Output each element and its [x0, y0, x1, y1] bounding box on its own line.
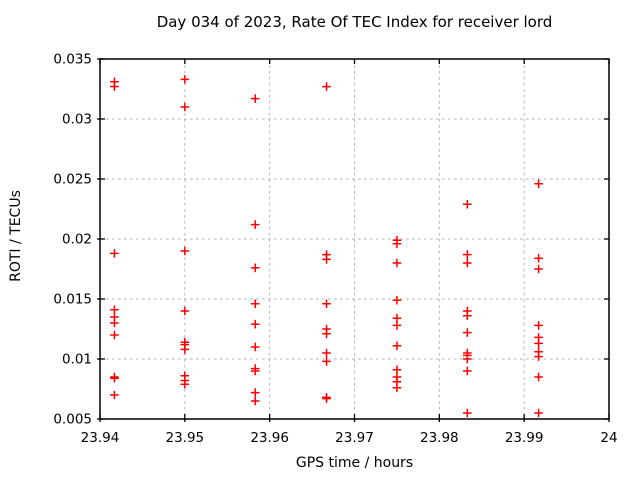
- data-point-marker: [534, 264, 543, 274]
- data-point-marker: [322, 255, 331, 264]
- data-point-marker: [110, 330, 119, 340]
- data-point-marker: [463, 311, 472, 321]
- y-tick-label: 0.035: [53, 52, 92, 68]
- data-point-marker: [534, 339, 543, 348]
- x-tick-label: 23.94: [81, 430, 120, 446]
- data-point-marker: [250, 220, 260, 229]
- data-point-marker: [180, 246, 190, 256]
- data-point-marker: [110, 82, 119, 91]
- data-point-marker: [534, 253, 543, 263]
- data-point-marker: [463, 199, 472, 209]
- data-point-marker: [322, 357, 331, 366]
- data-point-marker: [180, 75, 190, 84]
- data-point-marker: [110, 373, 119, 383]
- data-point-marker: [250, 263, 260, 273]
- data-point-marker: [180, 379, 190, 389]
- data-point-marker: [392, 321, 402, 330]
- data-point-marker: [392, 295, 402, 305]
- data-point-marker: [250, 388, 260, 397]
- data-point-marker: [180, 306, 190, 316]
- data-point-marker: [110, 318, 119, 328]
- data-point-marker: [392, 313, 402, 323]
- y-tick-label: 0.03: [62, 112, 92, 128]
- data-point-marker: [110, 390, 119, 400]
- x-tick-label: 23.97: [335, 430, 374, 446]
- x-tick-label: 23.96: [250, 430, 289, 446]
- data-point-marker: [534, 321, 543, 330]
- data-point-marker: [463, 328, 472, 337]
- data-point-marker: [534, 372, 543, 382]
- y-tick-label: 0.015: [53, 292, 92, 308]
- data-point-marker: [322, 348, 331, 358]
- data-point-marker: [250, 319, 260, 329]
- data-point-marker: [250, 342, 260, 352]
- data-point-marker: [322, 82, 331, 91]
- y-tick-label: 0.005: [53, 412, 92, 428]
- data-point-marker: [534, 408, 543, 418]
- data-point-marker: [322, 329, 331, 339]
- data-point-marker: [463, 408, 472, 418]
- x-axis-label: GPS time / hours: [295, 455, 414, 471]
- y-tick-label: 0.02: [62, 232, 92, 248]
- x-tick-label: 23.98: [420, 430, 459, 446]
- data-point-marker: [250, 396, 260, 406]
- data-point-marker: [110, 249, 119, 258]
- data-point-marker: [322, 299, 331, 309]
- data-point-marker: [534, 352, 543, 361]
- data-point-marker: [250, 94, 260, 103]
- data-point-marker: [250, 299, 260, 309]
- data-point-marker: [180, 345, 190, 354]
- x-tick-label: 24: [600, 430, 617, 446]
- data-point-marker: [322, 394, 331, 403]
- data-point-marker: [463, 354, 472, 364]
- data-point-marker: [250, 366, 260, 376]
- data-point-marker: [392, 365, 402, 375]
- x-tick-label: 23.99: [505, 430, 544, 446]
- data-point-marker: [110, 305, 119, 315]
- data-point-marker: [392, 341, 402, 351]
- x-tick-label: 23.95: [166, 430, 205, 446]
- data-point-marker: [392, 383, 402, 393]
- y-tick-label: 0.025: [53, 172, 92, 188]
- data-point-marker: [180, 102, 190, 112]
- y-tick-label: 0.01: [62, 352, 92, 368]
- data-point-marker: [392, 258, 402, 268]
- chart-title: Day 034 of 2023, Rate Of TEC Index for r…: [156, 13, 553, 31]
- data-point-marker: [463, 250, 472, 259]
- data-point-marker: [392, 239, 402, 249]
- data-point-marker: [463, 366, 472, 376]
- data-point-marker: [534, 179, 543, 189]
- data-point-marker: [463, 258, 472, 268]
